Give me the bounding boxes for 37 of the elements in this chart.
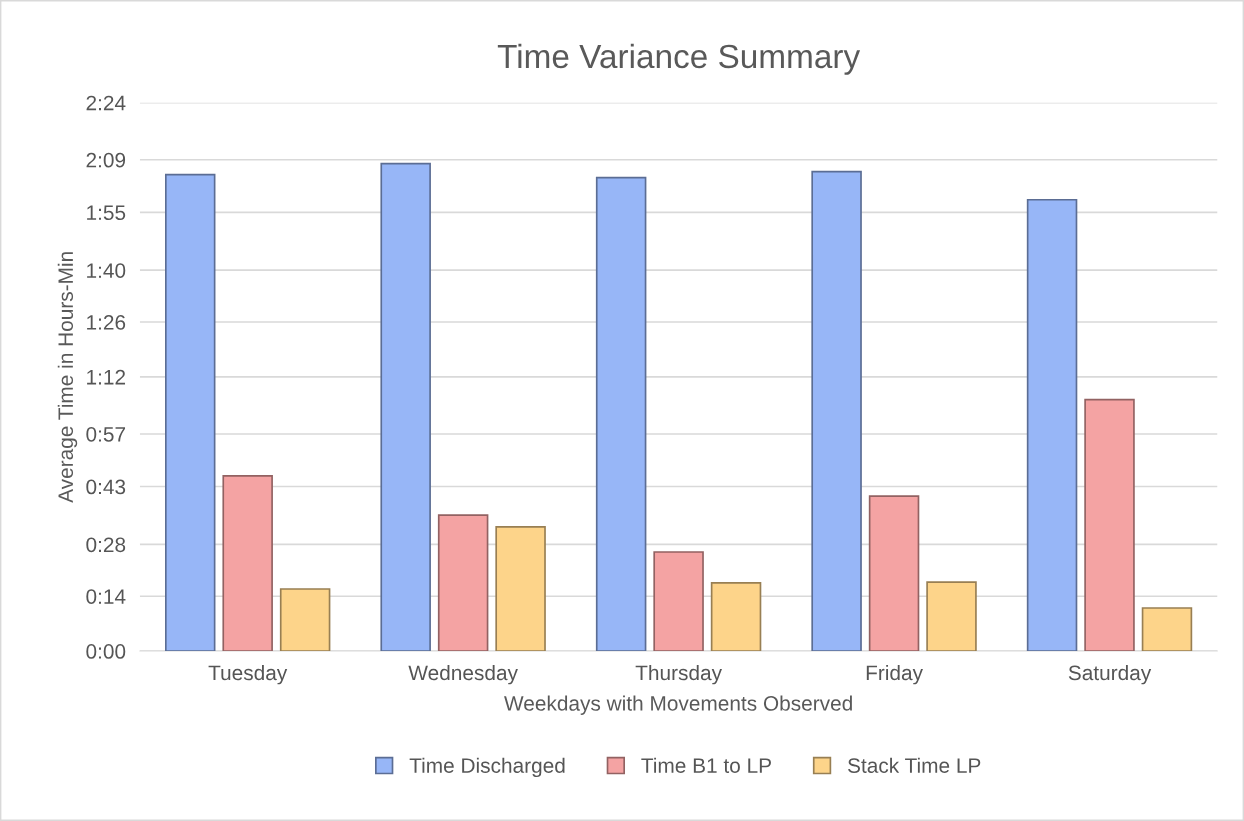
x-tick-label: Saturday [1068, 664, 1152, 685]
bar [495, 526, 546, 652]
y-tick-label: 1:26 [87, 315, 126, 330]
bar [222, 475, 273, 652]
x-tick-label: Wednesday [408, 664, 518, 685]
bar [926, 581, 977, 652]
bar [653, 551, 704, 652]
bar [710, 582, 762, 652]
y-tick-label: 0:57 [86, 426, 126, 442]
bar [279, 588, 331, 652]
legend-label: Time Discharged [409, 757, 565, 778]
bar [164, 173, 216, 652]
bar [437, 514, 489, 652]
bar [380, 162, 431, 652]
x-axis-title: Weekdays with Movements Observed [504, 695, 852, 715]
bar [1141, 607, 1193, 652]
y-tick-label: 1:55 [87, 205, 126, 221]
x-tick-label: Thursday [635, 664, 722, 685]
y-tick-label: 2:24 [86, 95, 126, 111]
bar [811, 170, 862, 652]
y-tick-label: 0:28 [86, 537, 126, 553]
y-axis-title: Average Time in Hours-Min [57, 252, 78, 503]
y-tick-label: 2:09 [86, 152, 126, 168]
y-tick-label: 0:00 [86, 644, 126, 659]
bar [868, 495, 920, 652]
legend-label: Stack Time LP [848, 757, 981, 773]
y-tick-label: 1:40 [87, 263, 126, 278]
x-tick-label: Friday [866, 664, 923, 685]
x-tick-label: Tuesday [208, 664, 288, 685]
y-tick-label: 1:12 [87, 369, 126, 385]
bar [1026, 198, 1078, 652]
bar [595, 176, 647, 652]
bar [1084, 398, 1135, 652]
y-tick-label: 0:14 [86, 589, 126, 604]
legend-label: Time B1 to LP [641, 757, 771, 773]
y-tick-label: 0:43 [86, 479, 126, 495]
chart-title: Time Variance Summary [497, 43, 861, 75]
